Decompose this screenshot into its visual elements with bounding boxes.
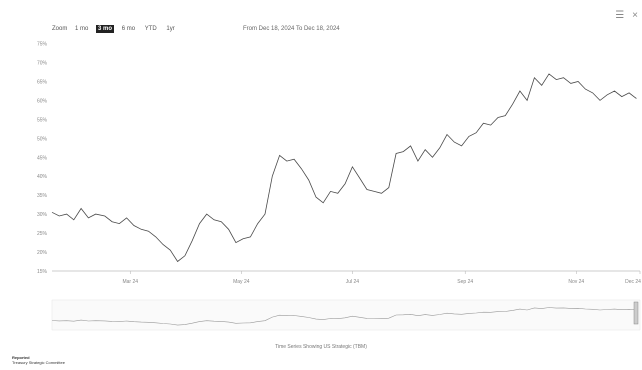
y-tick-label: 35%: [37, 193, 48, 199]
range-button-1yr[interactable]: 1yr: [166, 26, 175, 32]
navigator-handle[interactable]: [633, 301, 639, 325]
range-button-3mo[interactable]: 3 mo: [96, 25, 115, 33]
y-tick-label: 20%: [37, 250, 48, 256]
y-tick-label: 40%: [37, 174, 48, 180]
navigator-series-line: [51, 307, 637, 326]
x-tick-label: May 24: [233, 279, 250, 285]
navigator[interactable]: [51, 299, 641, 331]
x-tick-label: Sep 24: [457, 279, 473, 285]
x-tick-label: Dec 24: [625, 279, 641, 285]
range-selector: Zoom 1 mo 3 mo 6 mo YTD 1yr: [52, 25, 181, 33]
hamburger-menu-icon[interactable]: ☰: [615, 10, 625, 21]
range-to-label: To: [295, 26, 303, 32]
y-tick-label: 50%: [37, 136, 48, 142]
x-tick-label: Mar 24: [122, 279, 138, 285]
y-tick-label: 25%: [37, 231, 48, 237]
y-tick-label: 45%: [37, 155, 48, 161]
range-button-6mo[interactable]: 6 mo: [121, 26, 136, 32]
y-tick-label: 75%: [37, 42, 48, 48]
y-axis-ticks: 75% 70% 65% 60% 55% 50% 45% 40% 35% 30% 25% 20% 15%: [37, 42, 48, 275]
y-tick-label: 30%: [37, 212, 48, 218]
date-range-inputs: From Dec 18, 2024 To Dec 18, 2024: [243, 26, 340, 32]
y-tick-label: 65%: [37, 79, 48, 85]
zoom-label: Zoom: [52, 26, 68, 32]
chart-controls: ☰ ×: [615, 10, 638, 21]
x-tick-label: Jul 24: [346, 279, 360, 285]
range-button-ytd[interactable]: YTD: [144, 26, 157, 32]
y-tick-label: 55%: [37, 117, 48, 123]
range-to-input[interactable]: Dec 18, 2024: [303, 26, 340, 32]
range-button-1mo[interactable]: 1 mo: [75, 26, 89, 32]
navigator-title: Time Series Showing US Strategic (TBM): [275, 344, 367, 350]
y-tick-label: 15%: [37, 269, 48, 275]
credit-line-2: Treasury Strategic Committee: [12, 360, 65, 365]
y-tick-label: 70%: [37, 61, 48, 67]
range-from-input[interactable]: Dec 18, 2024: [258, 26, 295, 32]
range-from-label: From: [243, 26, 257, 32]
x-tick-label: Nov 24: [568, 279, 584, 285]
close-icon[interactable]: ×: [632, 10, 638, 21]
chart-credit: Reported Treasury Strategic Committee: [12, 355, 65, 365]
navigator-frame: [51, 299, 641, 331]
series-line: [51, 73, 637, 263]
y-tick-label: 60%: [37, 98, 48, 104]
x-axis-ticks: Mar 24 May 24 Jul 24 Sep 24 Nov 24 Dec 24: [122, 271, 641, 285]
credit-line-1: Reported: [12, 355, 30, 360]
